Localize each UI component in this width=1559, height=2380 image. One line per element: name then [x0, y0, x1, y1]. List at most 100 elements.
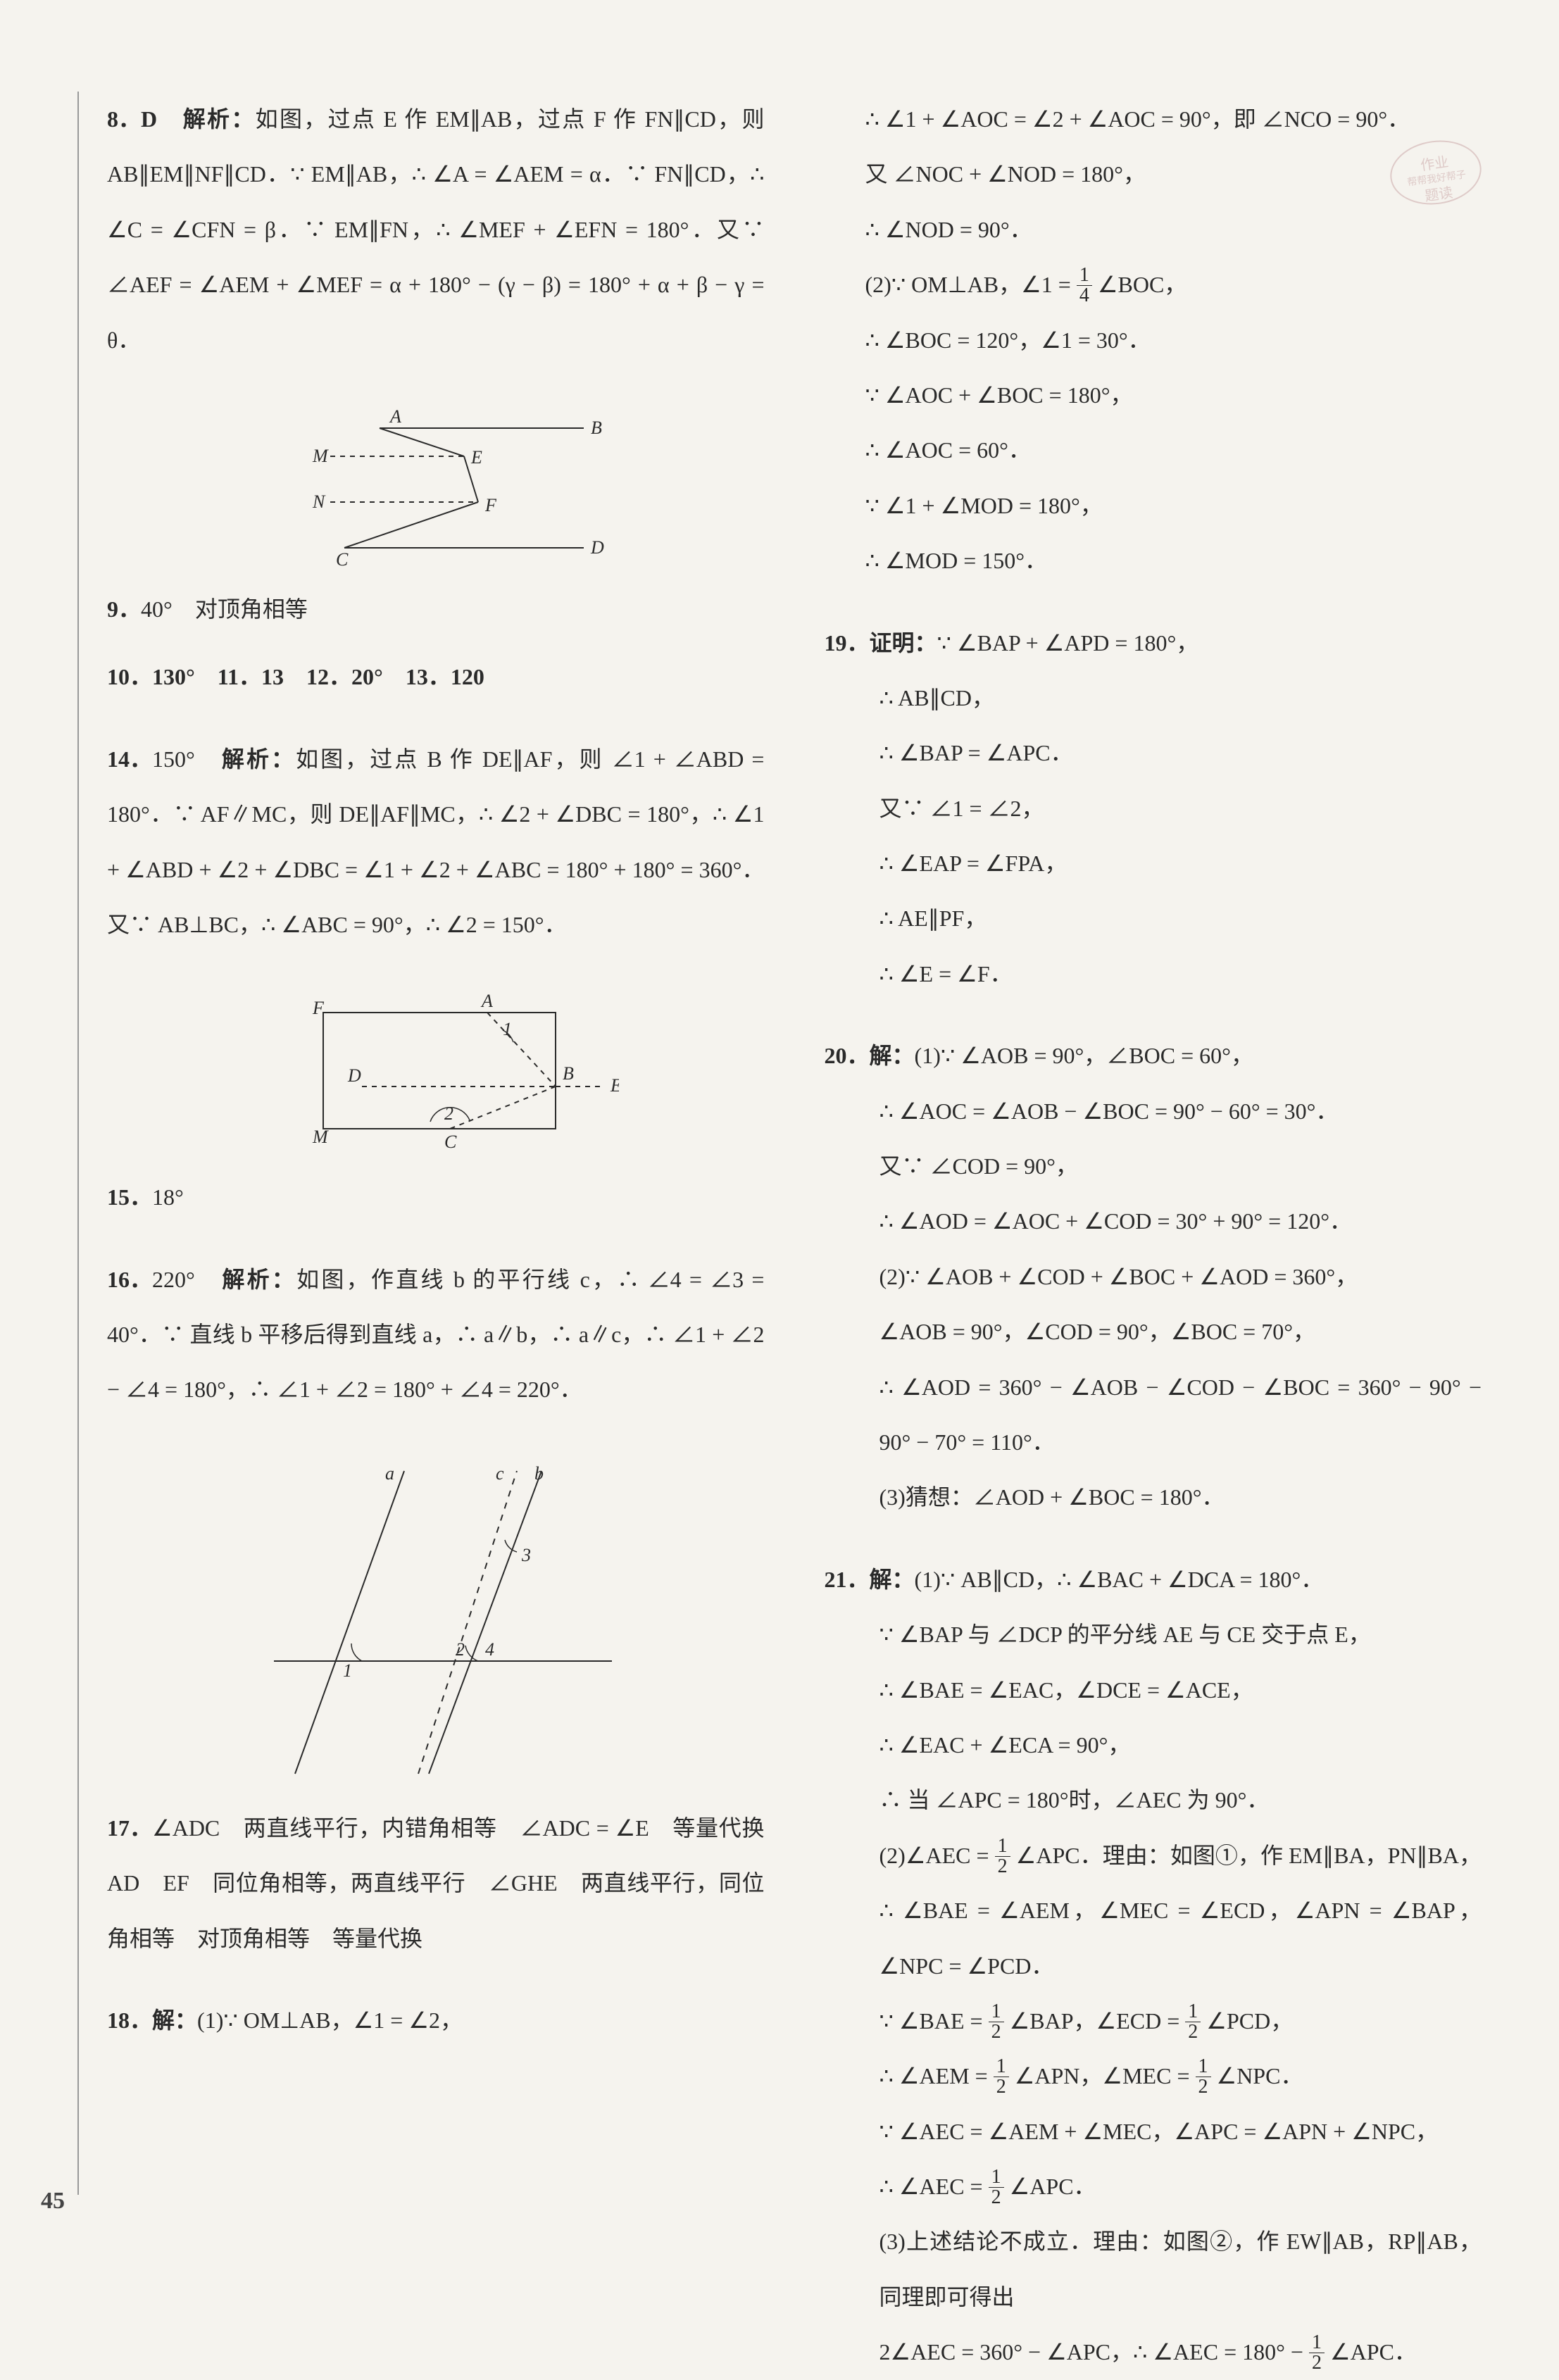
q20-l3: 又∵ ∠COD = 90°，: [825, 1139, 1482, 1194]
frac-half-7: 12: [1309, 2333, 1325, 2373]
svg-text:C: C: [444, 1132, 457, 1152]
q20-l7: ∴ ∠AOD = 360° − ∠AOB − ∠COD − ∠BOC = 360…: [825, 1360, 1482, 1470]
svg-text:M: M: [312, 446, 329, 466]
svg-text:a: a: [385, 1463, 394, 1484]
svg-text:b: b: [534, 1463, 544, 1484]
q18-cont-a: ∴ ∠1 + ∠AOC = ∠2 + ∠AOC = 90°，即 ∠NCO = 9…: [825, 92, 1482, 589]
q14-label: 解析：: [222, 746, 296, 772]
frac-half-3: 12: [1185, 2002, 1201, 2042]
q15: 15．18°: [107, 1170, 765, 1225]
q20-l5: (2)∵ ∠AOB + ∠COD + ∠BOC + ∠AOD = 360°，: [825, 1249, 1482, 1304]
q21-p1-l1: (1)∵ AB∥CD，∴ ∠BAC + ∠DCA = 180°．: [915, 1567, 1324, 1592]
q14: 14．150° 解析：如图，过点 B 作 DE∥AF，则 ∠1 + ∠ABD =…: [107, 732, 765, 953]
diagram-q8: A B M E N F C D: [253, 407, 619, 569]
q19-l5: ∴ ∠EAP = ∠FPA，: [825, 836, 1482, 891]
right-column: ∴ ∠1 + ∠AOC = ∠2 + ∠AOC = 90°，即 ∠NCO = 9…: [825, 92, 1482, 2195]
q20-l4: ∴ ∠AOD = ∠AOC + ∠COD = 30° + 90° = 120°．: [825, 1194, 1482, 1248]
q20: 20．解：(1)∵ ∠AOB = 90°，∠BOC = 60°， ∴ ∠AOC …: [825, 1028, 1482, 1525]
svg-text:A: A: [480, 991, 493, 1011]
frac-half-1: 12: [995, 1836, 1010, 1877]
q20-label: 解：: [870, 1043, 915, 1068]
q19-num: 19．: [825, 615, 870, 670]
q19-l2: ∴ AB∥CD，: [825, 670, 1482, 725]
q18b-l2: ∵ ∠AOC + ∠BOC = 180°，: [865, 368, 1482, 422]
frac-half-4: 12: [994, 2057, 1009, 2097]
q16-label: 解析：: [222, 1267, 296, 1292]
q21-p1-l5: ∴ 当 ∠APC = 180°时，∠AEC 为 90°．: [825, 1772, 1482, 1827]
q20-l8: (3)猜想：∠AOD + ∠BOC = 180°．: [825, 1470, 1482, 1524]
svg-text:B: B: [563, 1063, 574, 1084]
q15-ans: 18°: [152, 1184, 184, 1210]
frac-half-2: 12: [989, 2002, 1004, 2042]
svg-text:E: E: [610, 1075, 619, 1096]
q18b-l1: ∴ ∠BOC = 120°，∠1 = 30°．: [865, 313, 1482, 368]
q21-p1-l2: ∵ ∠BAP 与 ∠DCP 的平分线 AE 与 CE 交于点 E，: [825, 1607, 1482, 1662]
q15-num: 15．: [107, 1170, 152, 1225]
q21-p2-l2: ∵ ∠BAE = 12 ∠BAP，∠ECD = 12 ∠PCD，: [825, 1993, 1482, 2048]
svg-text:E: E: [470, 447, 482, 468]
left-column: 8．D 解析：如图，过点 E 作 EM∥AB，过点 F 作 FN∥CD，则 AB…: [77, 92, 765, 2195]
q9-ans: 40°: [141, 596, 173, 622]
q16: 16．220° 解析：如图，作直线 b 的平行线 c，∴ ∠4 = ∠3 = 4…: [107, 1252, 765, 1417]
page-content: 8．D 解析：如图，过点 E 作 EM∥AB，过点 F 作 FN∥CD，则 AB…: [77, 92, 1482, 2195]
q9: 9．40° 对顶角相等: [107, 582, 765, 637]
q8-ans: D: [141, 106, 157, 132]
svg-text:1: 1: [503, 1019, 512, 1039]
svg-text:2: 2: [456, 1639, 465, 1660]
svg-text:F: F: [484, 495, 497, 515]
svg-text:2: 2: [444, 1103, 453, 1124]
q8: 8．D 解析：如图，过点 E 作 EM∥AB，过点 F 作 FN∥CD，则 AB…: [107, 92, 765, 368]
q18b-l3: ∴ ∠AOC = 60°．: [865, 422, 1482, 477]
q20-l1: (1)∵ ∠AOB = 90°，∠BOC = 60°，: [915, 1043, 1253, 1068]
q8-text: 如图，过点 E 作 EM∥AB，过点 F 作 FN∥CD，则 AB∥EM∥NF∥…: [107, 106, 765, 353]
frac-1-4: 14: [1077, 265, 1092, 306]
svg-text:1: 1: [343, 1660, 352, 1681]
q20-num: 20．: [825, 1028, 870, 1083]
q19-label: 证明：: [870, 630, 937, 656]
q18a-l3: ∴ ∠NOD = 90°．: [865, 202, 1482, 257]
q18a-l1: ∴ ∠1 + ∠AOC = ∠2 + ∠AOC = 90°，即 ∠NCO = 9…: [865, 92, 1482, 146]
frac-half-6: 12: [989, 2167, 1004, 2207]
diagram-q16: a c b 1 2 3 4: [239, 1457, 633, 1788]
svg-text:D: D: [590, 537, 604, 558]
svg-text:F: F: [312, 998, 325, 1018]
frac-half-5: 12: [1196, 2057, 1211, 2097]
svg-text:3: 3: [521, 1545, 531, 1565]
svg-text:c: c: [496, 1463, 504, 1484]
q14-text: 如图，过点 B 作 DE∥AF，则 ∠1 + ∠ABD = 180°．∵ AF∥…: [107, 746, 765, 937]
q8-label: 解析：: [183, 106, 256, 132]
q18b-head: (2)∵ OM⊥AB，∠1 = 14 ∠BOC，: [865, 257, 1482, 312]
q19-l6: ∴ AE∥PF，: [825, 891, 1482, 946]
q21-p3-b: 2∠AEC = 360° − ∠APC，∴ ∠AEC = 180° − 12 ∠…: [825, 2324, 1482, 2379]
q18-label: 解：: [152, 2008, 197, 2033]
q18b-l5: ∴ ∠MOD = 150°．: [865, 533, 1482, 588]
q16-ans: 220°: [152, 1267, 195, 1292]
q21-p2-head: (2)∠AEC = 12 ∠APC．理由：如图①，作 EM∥BA，PN∥BA，∴…: [825, 1828, 1482, 1993]
q21: 21．解：(1)∵ AB∥CD，∴ ∠BAC + ∠DCA = 180°． ∵ …: [825, 1552, 1482, 2380]
q18: 18．解：(1)∵ OM⊥AB，∠1 = ∠2，: [107, 1993, 765, 2048]
q17: 17．∠ADC 两直线平行，内错角相等 ∠ADC = ∠E 等量代换 AD EF…: [107, 1800, 765, 1966]
q8-num: 8．: [107, 92, 141, 146]
q14-num: 14．: [107, 732, 152, 787]
q21-p1-l3: ∴ ∠BAE = ∠EAC，∠DCE = ∠ACE，: [825, 1662, 1482, 1717]
q21-p2-l4: ∵ ∠AEC = ∠AEM + ∠MEC，∠APC = ∠APN + ∠NPC，: [825, 2104, 1482, 2159]
q10-13: 10．130° 11．13 12．20° 13．120: [107, 649, 765, 704]
q21-p2-l3: ∴ ∠AEM = 12 ∠APN，∠MEC = 12 ∠NPC．: [825, 2048, 1482, 2103]
q20-l2: ∴ ∠AOC = ∠AOB − ∠BOC = 90° − 60° = 30°．: [825, 1084, 1482, 1139]
q17-num: 17．: [107, 1800, 152, 1855]
q14-ans: 150°: [152, 746, 195, 772]
q18-text: (1)∵ OM⊥AB，∠1 = ∠2，: [197, 2008, 463, 2033]
q19-l7: ∴ ∠E = ∠F．: [825, 946, 1482, 1001]
q16-num: 16．: [107, 1252, 152, 1307]
q10-13-text: 10．130° 11．13 12．20° 13．120: [107, 664, 484, 689]
svg-text:A: A: [389, 407, 401, 427]
q19-l1: ∵ ∠BAP + ∠APD = 180°，: [937, 630, 1199, 656]
svg-text:D: D: [347, 1065, 361, 1086]
svg-text:C: C: [336, 549, 349, 569]
q18b-l4: ∵ ∠1 + ∠MOD = 180°，: [865, 478, 1482, 533]
q19: 19．证明：∵ ∠BAP + ∠APD = 180°， ∴ AB∥CD， ∴ ∠…: [825, 615, 1482, 1002]
q18a-l2: 又 ∠NOC + ∠NOD = 180°，: [865, 146, 1482, 201]
svg-text:M: M: [312, 1127, 329, 1147]
diagram-q14: F A D B E M C 1 2: [253, 991, 619, 1157]
q17-text: ∠ADC 两直线平行，内错角相等 ∠ADC = ∠E 等量代换 AD EF 同位…: [107, 1815, 787, 1951]
